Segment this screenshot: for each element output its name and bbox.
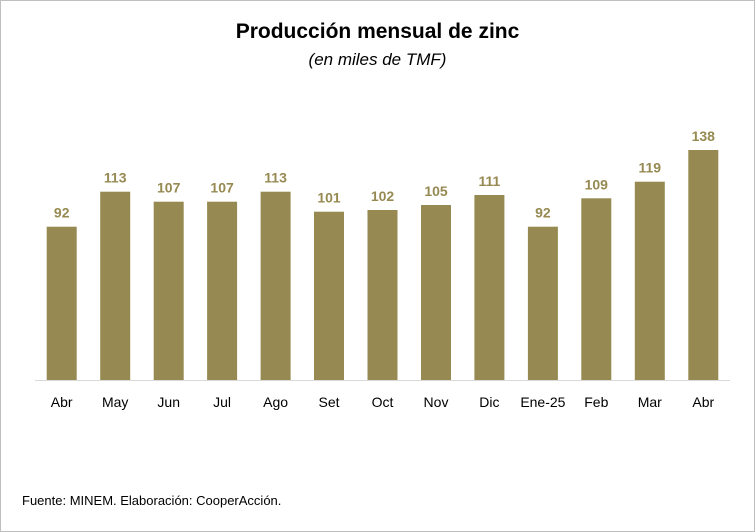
x-tick-label-7: Nov (424, 394, 449, 410)
x-tick-label-4: Ago (263, 394, 288, 410)
bar-group (46, 150, 719, 380)
x-tick-label-10: Feb (584, 394, 608, 410)
data-label-8: 111 (478, 173, 500, 189)
data-label-1: 113 (104, 170, 127, 186)
bar-3 (207, 201, 238, 380)
bar-5 (314, 211, 344, 380)
data-label-7: 105 (424, 183, 448, 199)
chart-title: Producción mensual de zinc (235, 20, 520, 43)
data-label-0: 92 (54, 205, 70, 221)
source-note: Fuente: MINEM. Elaboración: CooperAcción… (22, 493, 282, 508)
x-tick-label-group: Abr May Jun Jul Ago Set Oct Nov Dic Ene-25 Feb Mar A… (51, 394, 715, 410)
data-label-group: 92 113 107 107 113 101 102 105 111 92 109 119 138 (54, 128, 715, 221)
data-label-11: 119 (639, 160, 662, 176)
bar-9 (527, 226, 558, 380)
x-tick-label-3: Jul (213, 394, 231, 410)
x-tick-label-9: Ene-25 (520, 394, 565, 410)
x-tick-label-12: Abr (692, 394, 714, 410)
chart-subtitle: (en miles de TMF) (308, 50, 447, 69)
x-tick-label-0: Abr (51, 394, 73, 410)
bar-7 (421, 205, 451, 380)
x-tick-label-8: Dic (479, 394, 499, 410)
bar-4 (260, 191, 291, 380)
bar-12 (688, 150, 719, 380)
data-label-2: 107 (157, 180, 181, 196)
data-label-6: 102 (371, 188, 395, 204)
data-label-5: 101 (317, 190, 341, 206)
x-tick-label-11: Mar (638, 394, 662, 410)
bar-8 (474, 195, 505, 380)
bar-2 (153, 201, 184, 380)
data-label-4: 113 (264, 170, 287, 186)
x-tick-label-5: Set (318, 394, 339, 410)
x-tick-label-6: Oct (372, 394, 394, 410)
data-label-3: 107 (210, 180, 234, 196)
data-label-10: 109 (585, 176, 609, 192)
bar-6 (367, 210, 398, 380)
bar-10 (581, 198, 612, 380)
data-label-9: 92 (535, 205, 551, 221)
bar-0 (46, 226, 77, 380)
x-tick-label-2: Jun (157, 394, 180, 410)
x-tick-label-1: May (102, 394, 128, 410)
bar-11 (634, 181, 665, 380)
data-label-12: 138 (692, 128, 716, 144)
bar-1 (100, 191, 131, 380)
